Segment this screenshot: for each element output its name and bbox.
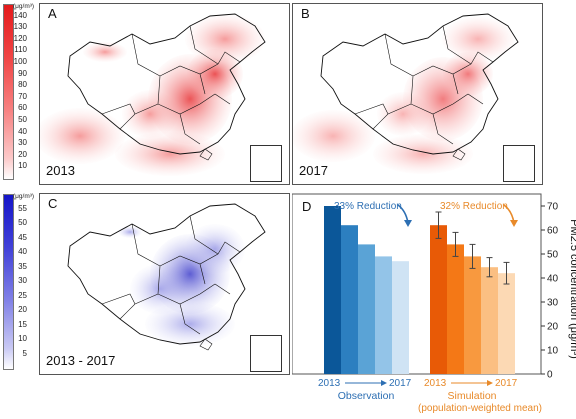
colorbar-tick: 15 [18,319,27,329]
bar-observation-2014 [341,225,358,374]
y-tick-label: 30 [547,298,559,309]
bar-simulation-2013 [430,225,447,374]
colorbar-tick: 50 [18,218,27,227]
colorbar-tick: 45 [18,232,27,242]
colorbar-tick: 120 [13,33,27,43]
colorbar-bottom-unit: (μg/m³) [13,193,35,200]
panel-c-letter: C [48,196,58,211]
panel-b-letter: B [301,6,310,21]
colorbar-tick: 80 [18,80,27,90]
colorbar-tick: 25 [18,290,27,300]
china-map-2013 [40,13,266,176]
bar-simulation-2017 [498,273,515,374]
colorbar-tick: 30 [18,138,27,148]
y-tick-label: 50 [547,250,559,261]
colorbar-tick: 10 [18,161,27,171]
y-tick-label: 40 [547,274,559,285]
map-2017: B 2017 [292,3,543,185]
x-end-label: 2017 [495,378,518,389]
map-2013: A 2013 [39,3,290,185]
x-start-label: 2013 [318,378,341,389]
colorbar-top [3,4,14,180]
colorbar-tick: 40 [18,126,27,136]
y-tick-label: 20 [547,322,559,333]
x-arrow-head [487,380,493,386]
bar-simulation-2015 [464,256,481,374]
colorbar-top-unit: (μg/m³) [13,3,35,10]
south-china-sea-inset-b [503,145,535,182]
y-tick-label: 70 [547,202,559,213]
south-china-sea-inset-c [250,335,282,372]
bar-simulation-2016 [481,267,498,374]
panel-a: (μg/m³) 140 130 120 110 100 90 80 70 60 50 40 30 20 1… [0,0,290,186]
colorbar-tick: 70 [18,91,27,101]
south-china-sea-inset-a [250,145,282,182]
y-tick-label: 10 [547,346,559,357]
colorbar-tick: 130 [13,22,27,32]
series-name: Simulation [447,390,496,402]
colorbar-tick: 20 [18,149,27,159]
china-map-difference [67,203,266,351]
colorbar-tick: 55 [18,203,27,213]
colorbar-tick: 60 [18,103,27,113]
bar-observation-2015 [358,244,375,374]
panel-d-letter: D [302,199,311,214]
colorbar-tick: 90 [18,68,27,78]
panel-c: (μg/m³) 55 50 45 40 35 30 25 20 15 10 5 [0,190,290,380]
reduction-arrow-head [510,220,518,227]
colorbar-tick: 10 [18,334,27,343]
colorbar-tick: 40 [18,247,27,256]
panel-a-year: 2013 [46,163,75,178]
x-end-label: 2017 [389,378,412,389]
colorbar-tick: 5 [22,348,27,358]
bar-observation-2017 [392,261,409,374]
china-map-2017 [293,13,519,174]
y-tick-label: 60 [547,226,559,237]
map-difference: C 2013 - 2017 [39,193,290,375]
colorbar-tick: 110 [14,45,27,55]
colorbar-tick: 30 [18,276,27,285]
panel-d: 33% Reduction 2013 2017 Observation 32% Redu… [291,193,576,414]
series-name: Observation [338,390,395,402]
panel-b-year: 2017 [299,163,328,178]
bar-observation-2013 [324,206,341,374]
colorbar-tick: 100 [13,57,27,66]
reduction-label: 32% Reduction [440,201,508,212]
chart-frame [291,193,542,375]
colorbar-bottom [3,194,14,370]
bar-simulation-2014 [447,244,464,374]
x-start-label: 2013 [424,378,447,389]
reduction-label: 33% Reduction [334,201,402,212]
reduction-arrow-head [404,220,412,227]
colorbar-tick: 140 [13,10,27,20]
y-tick-label: 0 [547,370,553,381]
colorbar-tick: 20 [18,305,27,314]
colorbar-tick: 35 [18,261,27,271]
panel-b: B 2017 [292,0,576,186]
panel-a-letter: A [48,6,57,21]
colorbar-tick: 50 [18,115,27,124]
x-arrow-head [381,380,387,386]
y-axis-title: PM2.5 concentration (μg/m³) [568,219,576,359]
bar-observation-2016 [375,256,392,374]
panel-c-year: 2013 - 2017 [46,353,116,368]
series-subtitle: (population-weighted mean) [418,403,542,414]
